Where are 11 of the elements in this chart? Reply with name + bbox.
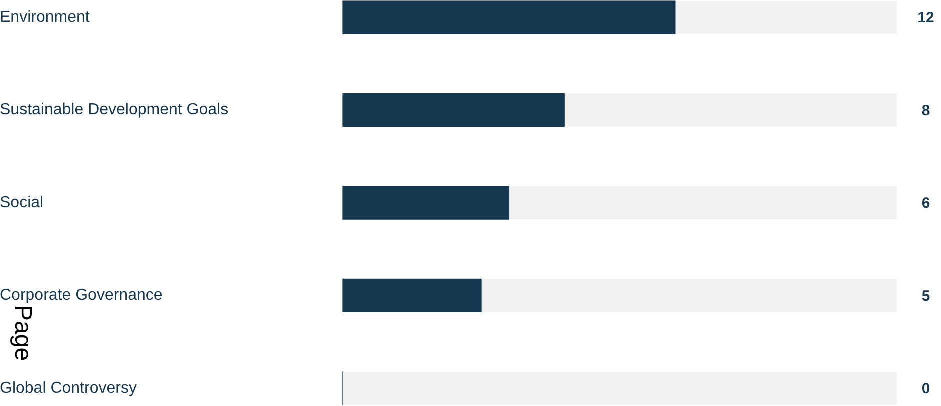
data-label: 12 xyxy=(918,10,934,27)
data-label: 5 xyxy=(922,288,930,305)
y-tick-label: Global Controversy xyxy=(0,380,137,397)
y-tick-label: Sustainable Development Goals xyxy=(0,102,229,119)
data-label: 0 xyxy=(922,380,930,398)
data-label: 6 xyxy=(922,195,930,212)
y-tick-label: Environment xyxy=(0,9,90,26)
text: Page xyxy=(9,305,36,362)
y-tick-label: Social xyxy=(0,194,44,212)
data-label: 8 xyxy=(922,102,930,120)
y-tick-label: Corporate Governance xyxy=(0,287,163,304)
